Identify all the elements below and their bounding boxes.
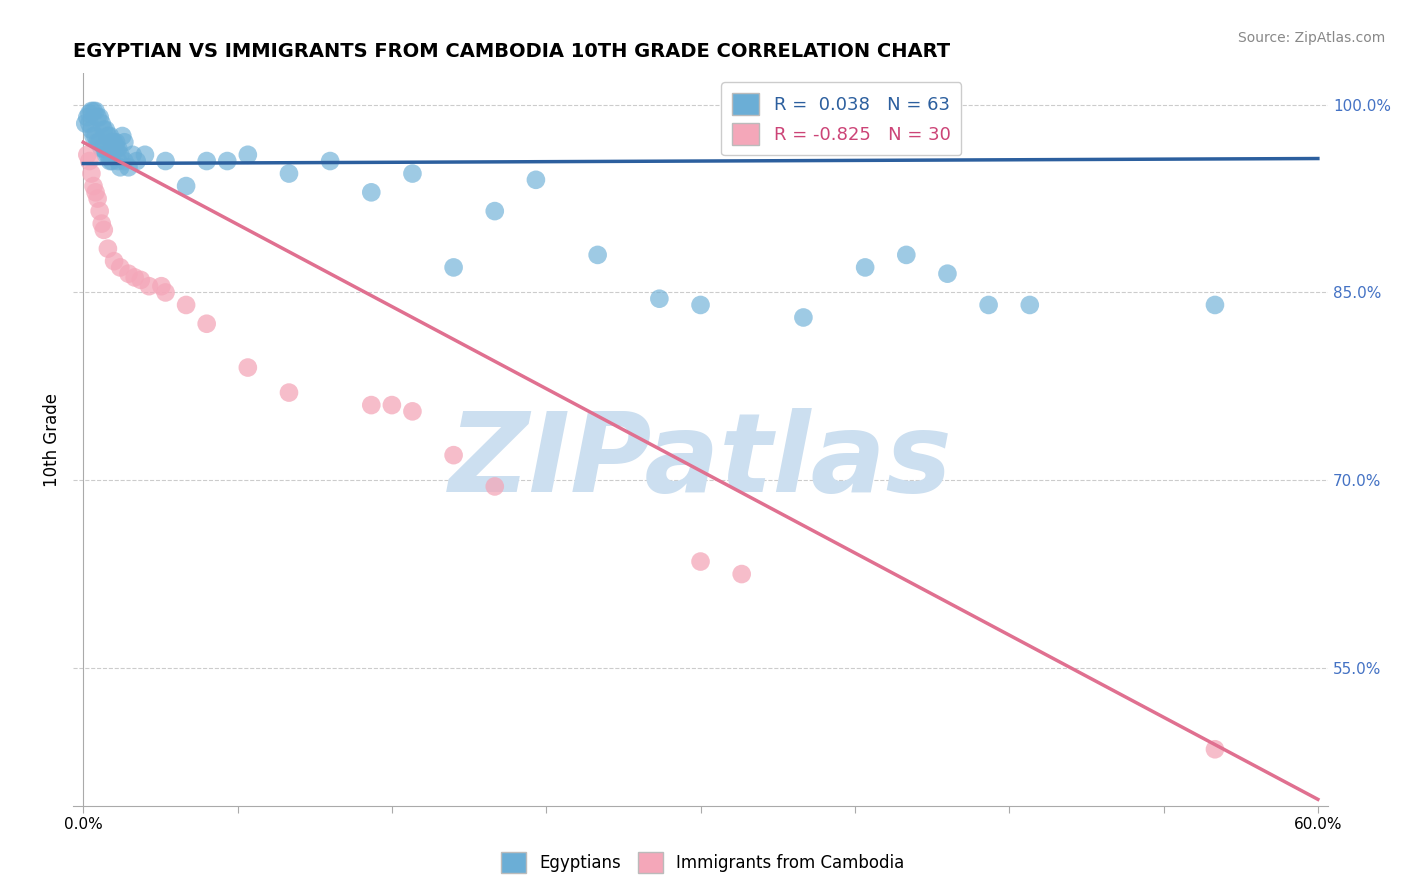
- Point: [648, 292, 671, 306]
- Point: [80, 103, 103, 118]
- Legend: Egyptians, Immigrants from Cambodia: Egyptians, Immigrants from Cambodia: [495, 846, 911, 880]
- Point: [112, 154, 135, 169]
- Point: [1204, 298, 1226, 312]
- Text: ZIPatlas: ZIPatlas: [449, 408, 952, 515]
- Point: [936, 267, 959, 281]
- Point: [103, 142, 125, 156]
- Point: [97, 148, 120, 162]
- Point: [89, 110, 111, 124]
- Point: [174, 298, 197, 312]
- Point: [443, 448, 465, 462]
- Point: [792, 310, 814, 325]
- Point: [110, 148, 132, 162]
- Point: [105, 135, 128, 149]
- Point: [381, 398, 404, 412]
- Point: [174, 179, 197, 194]
- Point: [155, 285, 177, 300]
- Point: [236, 360, 259, 375]
- Point: [86, 192, 108, 206]
- Point: [853, 260, 876, 275]
- Point: [124, 270, 146, 285]
- Point: [484, 204, 506, 219]
- Point: [1018, 298, 1040, 312]
- Point: [401, 404, 423, 418]
- Point: [93, 223, 115, 237]
- Point: [94, 122, 117, 136]
- Point: [105, 142, 128, 156]
- Point: [90, 142, 112, 156]
- Point: [79, 154, 101, 169]
- Point: [524, 173, 547, 187]
- Point: [689, 298, 711, 312]
- Point: [731, 567, 754, 582]
- Point: [83, 179, 105, 194]
- Point: [90, 217, 112, 231]
- Point: [97, 128, 120, 143]
- Point: [155, 154, 177, 169]
- Point: [86, 110, 108, 124]
- Point: [94, 148, 117, 162]
- Point: [360, 398, 382, 412]
- Point: [150, 279, 173, 293]
- Point: [89, 204, 111, 219]
- Point: [360, 186, 382, 200]
- Point: [90, 116, 112, 130]
- Point: [75, 116, 97, 130]
- Point: [278, 167, 301, 181]
- Point: [129, 273, 152, 287]
- Point: [79, 116, 101, 130]
- Point: [98, 154, 121, 169]
- Point: [83, 128, 105, 143]
- Point: [1204, 742, 1226, 756]
- Point: [689, 555, 711, 569]
- Point: [586, 248, 609, 262]
- Point: [125, 154, 148, 169]
- Point: [80, 122, 103, 136]
- Point: [112, 135, 135, 149]
- Point: [217, 154, 239, 169]
- Point: [110, 260, 132, 275]
- Point: [101, 154, 124, 169]
- Point: [93, 142, 115, 156]
- Point: [101, 135, 124, 149]
- Point: [896, 248, 918, 262]
- Point: [76, 148, 98, 162]
- Point: [319, 154, 342, 169]
- Point: [401, 167, 423, 181]
- Point: [89, 135, 111, 149]
- Text: EGYPTIAN VS IMMIGRANTS FROM CAMBODIA 10TH GRADE CORRELATION CHART: EGYPTIAN VS IMMIGRANTS FROM CAMBODIA 10T…: [73, 42, 950, 61]
- Point: [84, 103, 107, 118]
- Point: [80, 167, 103, 181]
- Point: [93, 122, 115, 136]
- Point: [110, 161, 132, 175]
- Point: [86, 135, 108, 149]
- Point: [103, 135, 125, 149]
- Point: [121, 148, 143, 162]
- Point: [117, 267, 139, 281]
- Point: [103, 254, 125, 268]
- Point: [98, 128, 121, 143]
- Point: [138, 279, 160, 293]
- Y-axis label: 10th Grade: 10th Grade: [44, 392, 60, 486]
- Point: [83, 103, 105, 118]
- Point: [278, 385, 301, 400]
- Point: [443, 260, 465, 275]
- Legend: R =  0.038   N = 63, R = -0.825   N = 30: R = 0.038 N = 63, R = -0.825 N = 30: [721, 82, 962, 155]
- Point: [236, 148, 259, 162]
- Point: [84, 128, 107, 143]
- Point: [484, 479, 506, 493]
- Point: [195, 317, 218, 331]
- Point: [79, 106, 101, 120]
- Point: [107, 142, 129, 156]
- Point: [134, 148, 156, 162]
- Point: [195, 154, 218, 169]
- Point: [111, 128, 134, 143]
- Point: [977, 298, 1000, 312]
- Text: Source: ZipAtlas.com: Source: ZipAtlas.com: [1237, 31, 1385, 45]
- Point: [84, 186, 107, 200]
- Point: [76, 110, 98, 124]
- Point: [107, 154, 129, 169]
- Point: [117, 161, 139, 175]
- Point: [97, 242, 120, 256]
